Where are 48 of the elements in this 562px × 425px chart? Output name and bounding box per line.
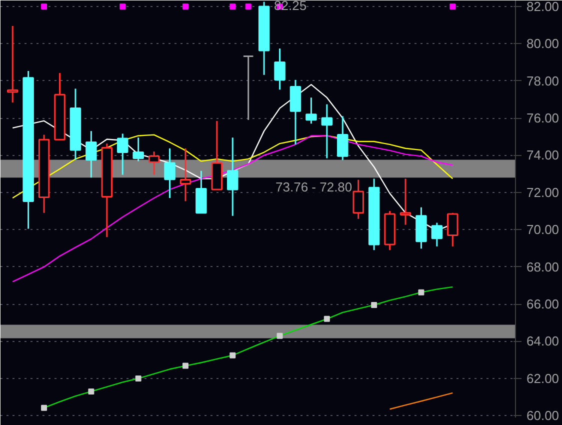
point (41, 404, 48, 411)
line-series (389, 392, 454, 410)
point (41, 3, 48, 10)
candlestick (86, 130, 97, 178)
line-series (12, 135, 454, 282)
candlestick (132, 136, 144, 162)
candlestick (321, 104, 333, 159)
y-tick-label: 64.00 (526, 334, 560, 349)
candlestick (226, 136, 238, 217)
candlestick (116, 132, 128, 176)
y-tick-label: 78.00 (526, 73, 560, 88)
candlestick (148, 150, 160, 176)
y-tick-label: 68.00 (526, 259, 560, 274)
point (230, 352, 236, 358)
point (371, 302, 378, 308)
candlestick (431, 222, 443, 248)
point (182, 3, 188, 10)
point (450, 3, 456, 10)
point (324, 316, 330, 322)
candlestick (164, 148, 176, 199)
candlestick (447, 212, 458, 248)
annotation: 82.25 (274, 0, 307, 13)
line-series (12, 134, 454, 199)
y-tick-label: 74.00 (526, 148, 560, 163)
y-tick-label: 62.00 (526, 370, 560, 386)
y-tick-label: 80.00 (526, 36, 560, 52)
y-tick-label: 76.00 (526, 110, 560, 126)
candlestick (6, 25, 18, 104)
y-tick-label: 70.00 (526, 222, 560, 238)
candlestick (274, 48, 286, 90)
band-label: 73.76 - 72.80 (276, 180, 352, 195)
candlestick (306, 96, 317, 124)
y-tick-label: 72.00 (526, 184, 560, 200)
point (245, 3, 252, 10)
candlestick (337, 115, 348, 161)
y-tick-label: 82.00 (526, 0, 560, 14)
point (230, 3, 236, 10)
point (135, 375, 142, 382)
point (182, 362, 188, 369)
candlestick (180, 148, 192, 202)
point (276, 332, 283, 339)
point (120, 3, 126, 10)
point (88, 388, 94, 394)
y-tick-label: 60.00 (526, 408, 560, 424)
candlestick (242, 56, 254, 121)
point (418, 289, 424, 296)
candlestick (400, 178, 412, 226)
y-tick-label: 66.00 (526, 296, 560, 312)
